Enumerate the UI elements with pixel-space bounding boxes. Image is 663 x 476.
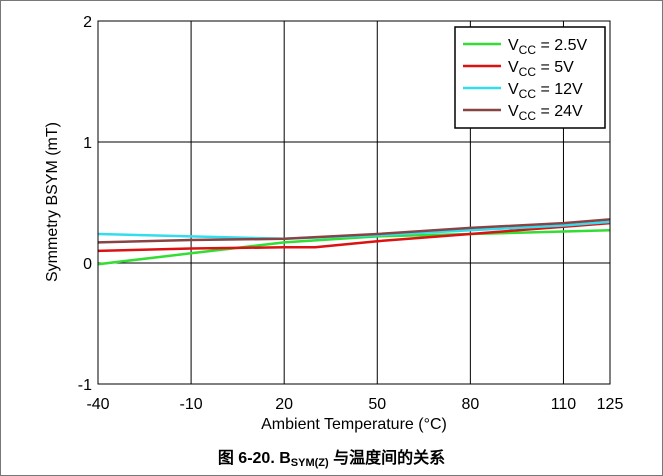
caption-suffix: 与温度间的关系 [328, 450, 446, 467]
x-axis-title: Ambient Temperature (°C) [261, 416, 447, 433]
x-tick-label: -40 [86, 396, 109, 413]
series-line [97, 221, 611, 253]
x-tick-label: 110 [551, 396, 577, 413]
series-lines [97, 218, 611, 266]
grid-lines [98, 21, 610, 384]
legend-label: VCC = 2.5V [508, 37, 587, 57]
x-tick-label: 80 [461, 396, 479, 413]
series-line [97, 218, 611, 244]
legend-label: VCC = 12V [508, 81, 583, 101]
y-tick-label: 2 [83, 14, 92, 31]
x-tick-label: 125 [597, 396, 624, 413]
caption-subscript: SYM(Z) [290, 457, 329, 469]
y-axis-title: Symmetry BSYM (mT) [44, 122, 61, 282]
x-tick-label: -10 [180, 396, 203, 413]
x-tick-label: 20 [275, 396, 293, 413]
legend-label: VCC = 5V [508, 59, 574, 79]
y-tick-labels: -1 0 1 2 [78, 14, 92, 394]
x-tick-labels: -40 -10 20 50 80 110 125 [86, 396, 623, 413]
x-tick-label: 50 [368, 396, 386, 413]
plot-border [97, 20, 611, 385]
y-tick-label: 0 [83, 256, 92, 273]
figure-caption: 图 6-20. BSYM(Z) 与温度间的关系 [0, 444, 663, 469]
y-tick-label: 1 [83, 135, 92, 152]
y-tick-label: -1 [78, 377, 92, 394]
caption-prefix: 图 6-20. B [217, 450, 291, 467]
legend-label: VCC = 24V [508, 103, 583, 123]
